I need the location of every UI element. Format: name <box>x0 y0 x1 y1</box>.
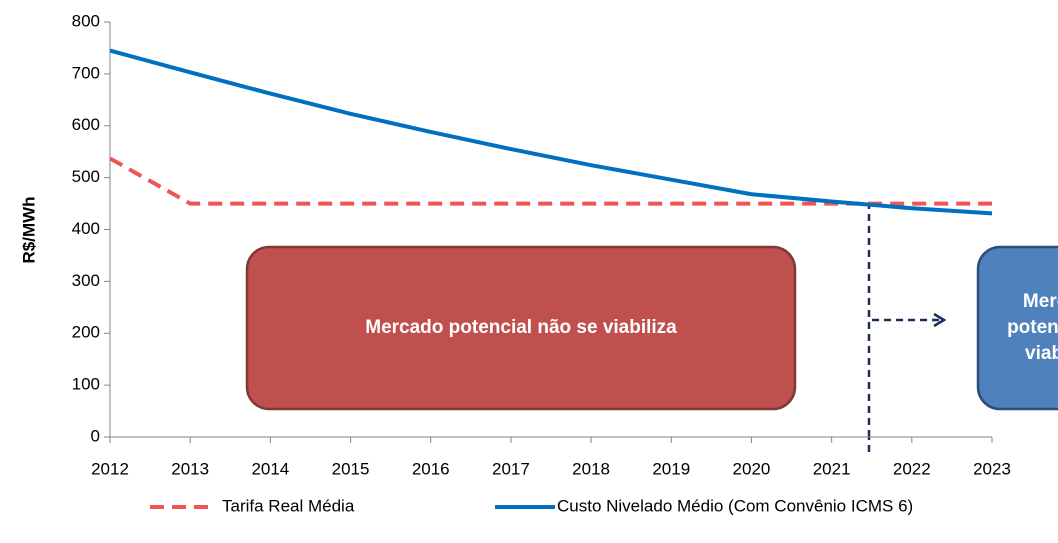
x-tick-label: 2023 <box>973 459 1011 478</box>
legend-label: Custo Nivelado Médio (Com Convênio ICMS … <box>557 496 913 515</box>
x-tick-label: 2020 <box>733 459 771 478</box>
series-line <box>109 48 993 216</box>
y-axis-label: R$/MWh <box>19 196 38 263</box>
x-tick-label: 2016 <box>412 459 450 478</box>
y-tick-label: 200 <box>72 323 100 342</box>
legend-label: Tarifa Real Média <box>222 496 355 515</box>
x-tick-label: 2012 <box>91 459 129 478</box>
x-tick-label: 2014 <box>251 459 289 478</box>
x-tick-label: 2013 <box>171 459 209 478</box>
annotation-text: potencial se <box>1007 317 1058 338</box>
annotation-text: Mercado <box>1023 291 1058 312</box>
y-tick-label: 800 <box>72 11 100 30</box>
y-tick-label: 600 <box>72 115 100 134</box>
x-tick-label: 2022 <box>893 459 931 478</box>
annotation-box <box>976 245 1058 411</box>
x-tick-label: 2017 <box>492 459 530 478</box>
y-tick-label: 100 <box>72 375 100 394</box>
y-tick-label: 300 <box>72 271 100 290</box>
series-line <box>109 156 992 206</box>
x-tick-label: 2018 <box>572 459 610 478</box>
annotation-box <box>245 245 797 411</box>
annotation-text: Mercado potencial não se viabiliza <box>365 317 677 338</box>
x-tick-label: 2021 <box>813 459 851 478</box>
x-tick-label: 2019 <box>652 459 690 478</box>
y-tick-label: 500 <box>72 167 100 186</box>
annotation-text: viabiliza <box>1025 343 1058 364</box>
y-tick-label: 700 <box>72 63 100 82</box>
y-tick-label: 400 <box>72 219 100 238</box>
y-tick-label: 0 <box>91 426 100 445</box>
x-tick-label: 2015 <box>332 459 370 478</box>
